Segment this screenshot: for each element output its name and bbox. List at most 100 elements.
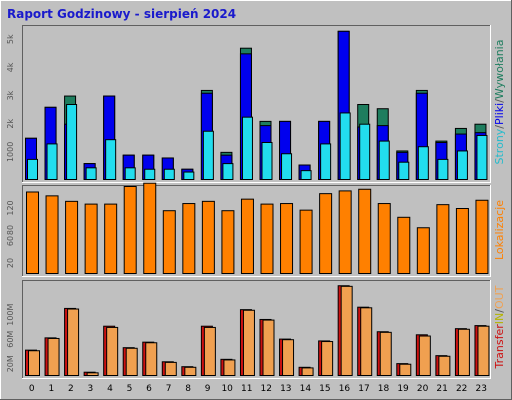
bar-transfer-out-7 bbox=[164, 361, 177, 377]
bar-visits-7 bbox=[162, 210, 176, 274]
bar-pages-13 bbox=[281, 153, 293, 181]
bar-transfer-out-20 bbox=[418, 335, 431, 376]
y-tick-label-2-0: 20M bbox=[6, 355, 15, 372]
bar-pages-22 bbox=[456, 150, 468, 180]
bar-pages-2 bbox=[66, 104, 78, 180]
x-tick-label-7: 7 bbox=[166, 384, 172, 394]
x-tick-label-1: 1 bbox=[48, 384, 54, 394]
bar-pages-12 bbox=[261, 142, 273, 180]
bar-visits-12 bbox=[260, 203, 274, 275]
side-label-0-part-3: / bbox=[493, 99, 506, 103]
x-tick-label-15: 15 bbox=[319, 384, 330, 394]
bar-transfer-out-12 bbox=[262, 319, 275, 376]
bar-visits-6 bbox=[143, 182, 157, 274]
bar-transfer-out-19 bbox=[399, 363, 412, 377]
side-label-2-part-3: OUT bbox=[493, 285, 506, 309]
x-tick-label-12: 12 bbox=[261, 384, 272, 394]
x-tick-label-6: 6 bbox=[146, 384, 152, 394]
x-tick-label-18: 18 bbox=[378, 384, 390, 394]
y-tick-label-1-2: 80 bbox=[6, 225, 15, 235]
bar-pages-5 bbox=[124, 167, 136, 180]
bar-visits-18 bbox=[377, 203, 391, 274]
bar-transfer-out-0 bbox=[28, 350, 40, 376]
bar-pages-21 bbox=[437, 158, 449, 180]
bar-visits-19 bbox=[397, 216, 411, 275]
y-tick-label-2-2: 100M bbox=[6, 303, 15, 325]
bar-visits-13 bbox=[280, 203, 294, 274]
bar-transfer-out-15 bbox=[321, 341, 334, 377]
side-label-1: Lokalizacje bbox=[493, 200, 506, 260]
bar-pages-11 bbox=[241, 116, 253, 180]
bar-pages-19 bbox=[398, 161, 410, 181]
side-label-2-part-2: / bbox=[493, 309, 506, 313]
bar-transfer-out-22 bbox=[457, 328, 470, 377]
bar-pages-4 bbox=[105, 139, 117, 180]
bar-visits-0 bbox=[26, 191, 39, 274]
bar-pages-7 bbox=[163, 168, 175, 180]
x-tick-label-9: 9 bbox=[205, 384, 211, 394]
side-label-2: TransferIN/OUT bbox=[493, 285, 506, 369]
x-tick-label-8: 8 bbox=[185, 384, 191, 394]
x-tick-label-19: 19 bbox=[397, 384, 409, 394]
bar-visits-3 bbox=[84, 203, 98, 275]
bar-transfer-out-9 bbox=[203, 326, 216, 376]
bar-transfer-out-1 bbox=[47, 337, 60, 376]
side-label-0-part-4: Wywołania bbox=[493, 40, 506, 100]
bar-visits-17 bbox=[358, 188, 372, 274]
bar-transfer-out-18 bbox=[379, 331, 392, 376]
bar-transfer-out-4 bbox=[106, 326, 119, 376]
x-tick-label-4: 4 bbox=[107, 384, 113, 394]
bar-visits-15 bbox=[319, 193, 333, 274]
bar-pages-6 bbox=[144, 168, 156, 180]
bar-transfer-out-17 bbox=[360, 307, 373, 377]
chart-title: Raport Godzinowy - sierpień 2024 bbox=[7, 7, 236, 21]
side-label-2-part-1: IN bbox=[493, 313, 506, 324]
bar-pages-23 bbox=[476, 134, 488, 181]
bar-pages-16 bbox=[339, 112, 351, 180]
y-tick-label-1-0: 20 bbox=[6, 258, 15, 268]
x-tick-label-10: 10 bbox=[221, 384, 233, 394]
bar-pages-3 bbox=[85, 167, 97, 180]
y-tick-label-0-2: 3k bbox=[6, 90, 15, 100]
x-tick-label-5: 5 bbox=[127, 384, 133, 394]
bar-visits-1 bbox=[45, 195, 59, 275]
bar-visits-2 bbox=[65, 200, 79, 275]
y-tick-label-0-4: 5k bbox=[6, 34, 15, 44]
bar-visits-16 bbox=[338, 190, 352, 274]
bar-transfer-out-3 bbox=[86, 372, 99, 377]
side-label-2-part-0: Transfer bbox=[493, 324, 506, 370]
bar-visits-8 bbox=[182, 203, 196, 274]
bar-pages-8 bbox=[183, 171, 195, 181]
bar-transfer-out-21 bbox=[438, 355, 451, 377]
bar-transfer-out-13 bbox=[282, 339, 295, 377]
y-tick-label-0-3: 4k bbox=[6, 62, 15, 72]
side-label-0-part-1: / bbox=[493, 125, 506, 129]
bar-visits-22 bbox=[455, 208, 469, 274]
bar-pages-0 bbox=[27, 158, 38, 180]
bar-visits-20 bbox=[416, 227, 430, 274]
bar-visits-9 bbox=[201, 200, 215, 275]
bar-transfer-out-8 bbox=[184, 366, 197, 376]
x-tick-label-16: 16 bbox=[339, 384, 351, 394]
x-tick-label-3: 3 bbox=[88, 384, 94, 394]
bar-pages-10 bbox=[222, 163, 234, 181]
y-tick-label-0-1: 2k bbox=[6, 118, 15, 128]
side-label-0-part-2: Pliki bbox=[493, 103, 506, 125]
bar-transfer-out-14 bbox=[301, 367, 314, 376]
x-tick-label-2: 2 bbox=[68, 384, 74, 394]
x-tick-label-14: 14 bbox=[300, 384, 312, 394]
bar-visits-10 bbox=[221, 210, 235, 274]
bar-visits-11 bbox=[240, 198, 254, 274]
bar-transfer-out-11 bbox=[242, 309, 255, 377]
bar-pages-9 bbox=[202, 130, 214, 180]
bar-pages-20 bbox=[417, 146, 429, 181]
y-tick-label-1-3: 120 bbox=[6, 200, 15, 215]
bar-transfer-out-5 bbox=[125, 347, 138, 376]
y-tick-label-0-0: 1000 bbox=[6, 142, 15, 162]
x-tick-label-11: 11 bbox=[241, 384, 252, 394]
bar-visits-21 bbox=[436, 204, 450, 274]
bar-visits-4 bbox=[104, 203, 118, 275]
side-label-1-part-0: Lokalizacje bbox=[493, 200, 506, 260]
